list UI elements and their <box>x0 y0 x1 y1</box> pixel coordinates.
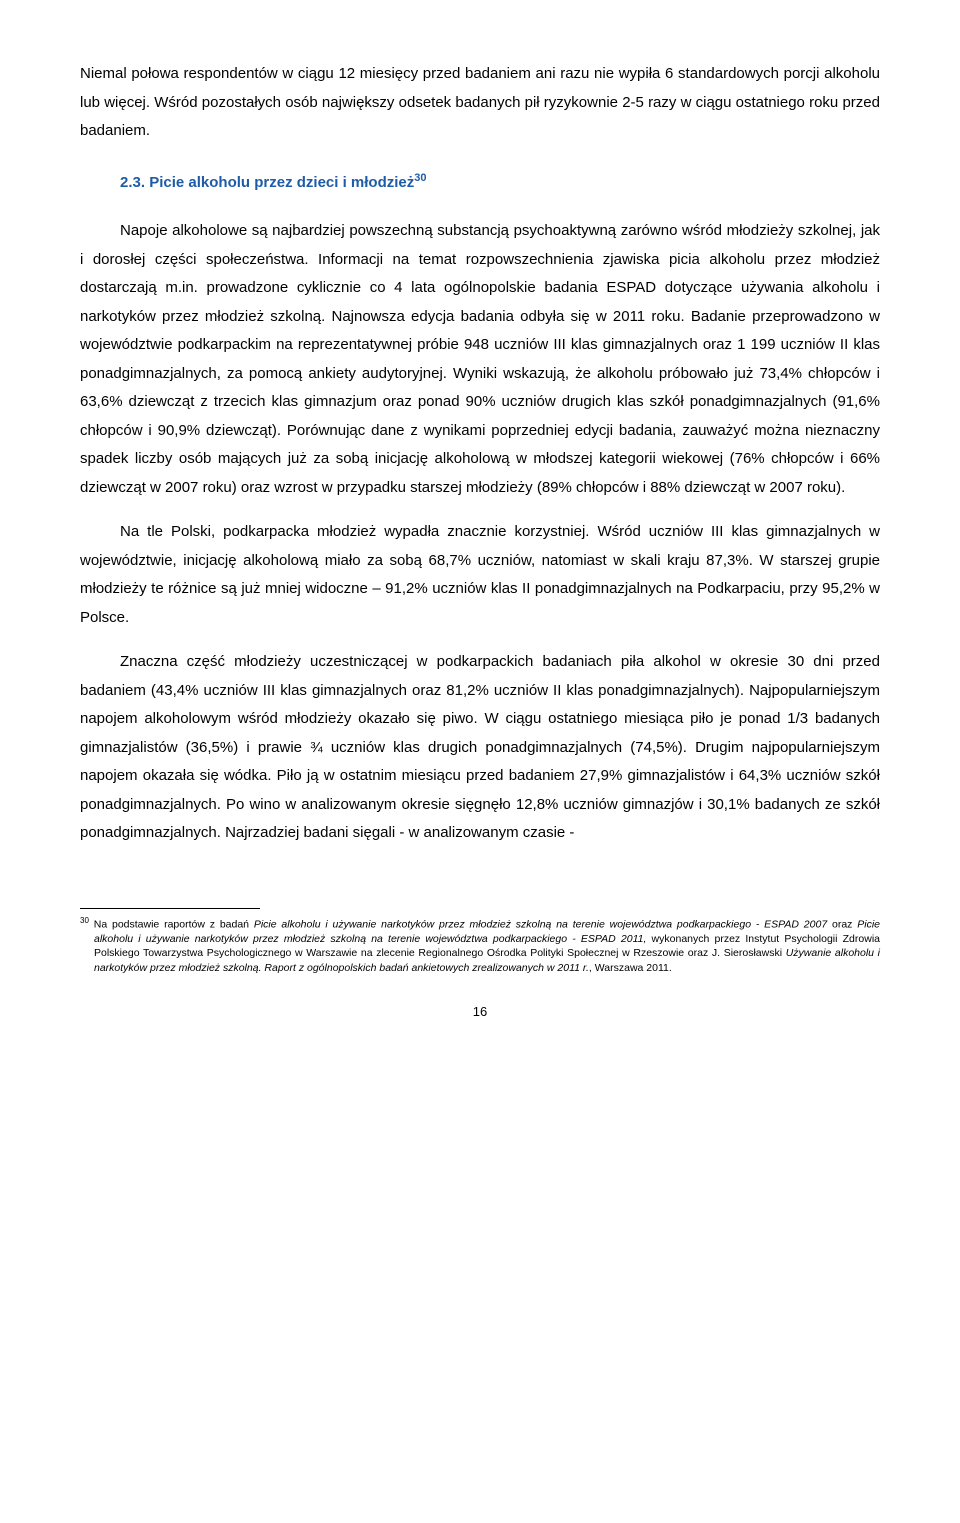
body-paragraph-1: Napoje alkoholowe są najbardziej powszec… <box>80 217 880 502</box>
body-paragraph-3: Znaczna część młodzieży uczestniczącej w… <box>80 648 880 848</box>
page-number: 16 <box>80 1000 880 1025</box>
footnote-separator <box>80 908 260 909</box>
section-title: Picie alkoholu przez dzieci i młodzież <box>149 174 414 191</box>
footnote-italic-1: Picie alkoholu i używanie narkotyków prz… <box>254 918 827 930</box>
section-number: 2.3. <box>120 174 145 191</box>
footnote-text-1: Na podstawie raportów z badań <box>94 918 254 930</box>
section-heading: 2.3. Picie alkoholu przez dzieci i młodz… <box>120 168 880 198</box>
footnote-text-2: oraz <box>827 918 857 930</box>
footnote-text-4: , Warszawa 2011. <box>589 962 672 974</box>
footnote: 30 Na podstawie raportów z badań Picie a… <box>80 915 880 976</box>
section-footref: 30 <box>414 172 426 184</box>
intro-paragraph: Niemal połowa respondentów w ciągu 12 mi… <box>80 60 880 146</box>
footnote-ref: 30 <box>80 916 89 925</box>
body-paragraph-2: Na tle Polski, podkarpacka młodzież wypa… <box>80 518 880 632</box>
